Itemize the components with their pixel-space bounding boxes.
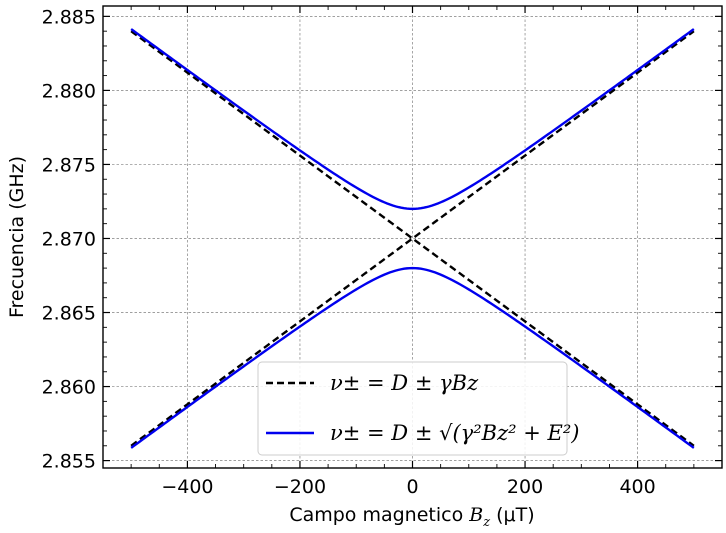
x-axis-label: Campo magnetico Bz (μT) xyxy=(289,504,534,530)
y-tick-label: 2.875 xyxy=(42,154,96,176)
legend-label-linear: ν± = D ± γBz xyxy=(330,371,479,395)
ticks xyxy=(103,6,722,468)
series-solid-lower xyxy=(130,266,695,449)
y-tick-label: 2.880 xyxy=(42,80,96,102)
y-tick-label: 2.855 xyxy=(42,451,96,473)
x-tick-label: 0 xyxy=(406,476,418,498)
legend: ν± = D ± γBz ν± = D ± √(γ²Bz² + E²) xyxy=(257,361,579,456)
series-dashed-lower xyxy=(130,30,695,447)
x-tick-label: −400 xyxy=(161,476,213,498)
legend-label-hyperbolic: ν± = D ± √(γ²Bz² + E²) xyxy=(330,421,579,445)
series-dashed-upper xyxy=(130,30,695,447)
legend-box xyxy=(257,361,568,456)
x-axis-label-prefix: Campo magnetico xyxy=(289,504,469,526)
y-tick-label: 2.885 xyxy=(42,6,96,28)
series-layer xyxy=(130,28,695,449)
x-axis-label-var: B xyxy=(468,504,483,526)
y-tick-label: 2.860 xyxy=(42,377,96,399)
tick-labels: −400 −200 0 200 400 2.855 2.860 2.865 2.870 2.875… xyxy=(42,6,656,498)
y-tick-label: 2.870 xyxy=(42,228,96,250)
y-tick-label: 2.865 xyxy=(42,303,96,325)
y-axis-label: Frecuencia (GHz) xyxy=(6,156,28,318)
x-tick-label: 200 xyxy=(507,476,543,498)
x-axis-label-sub: z xyxy=(482,515,490,530)
series-solid-upper xyxy=(130,28,695,211)
x-tick-label: 400 xyxy=(619,476,655,498)
x-tick-label: −200 xyxy=(274,476,326,498)
x-axis-label-suffix: (μT) xyxy=(490,504,535,526)
